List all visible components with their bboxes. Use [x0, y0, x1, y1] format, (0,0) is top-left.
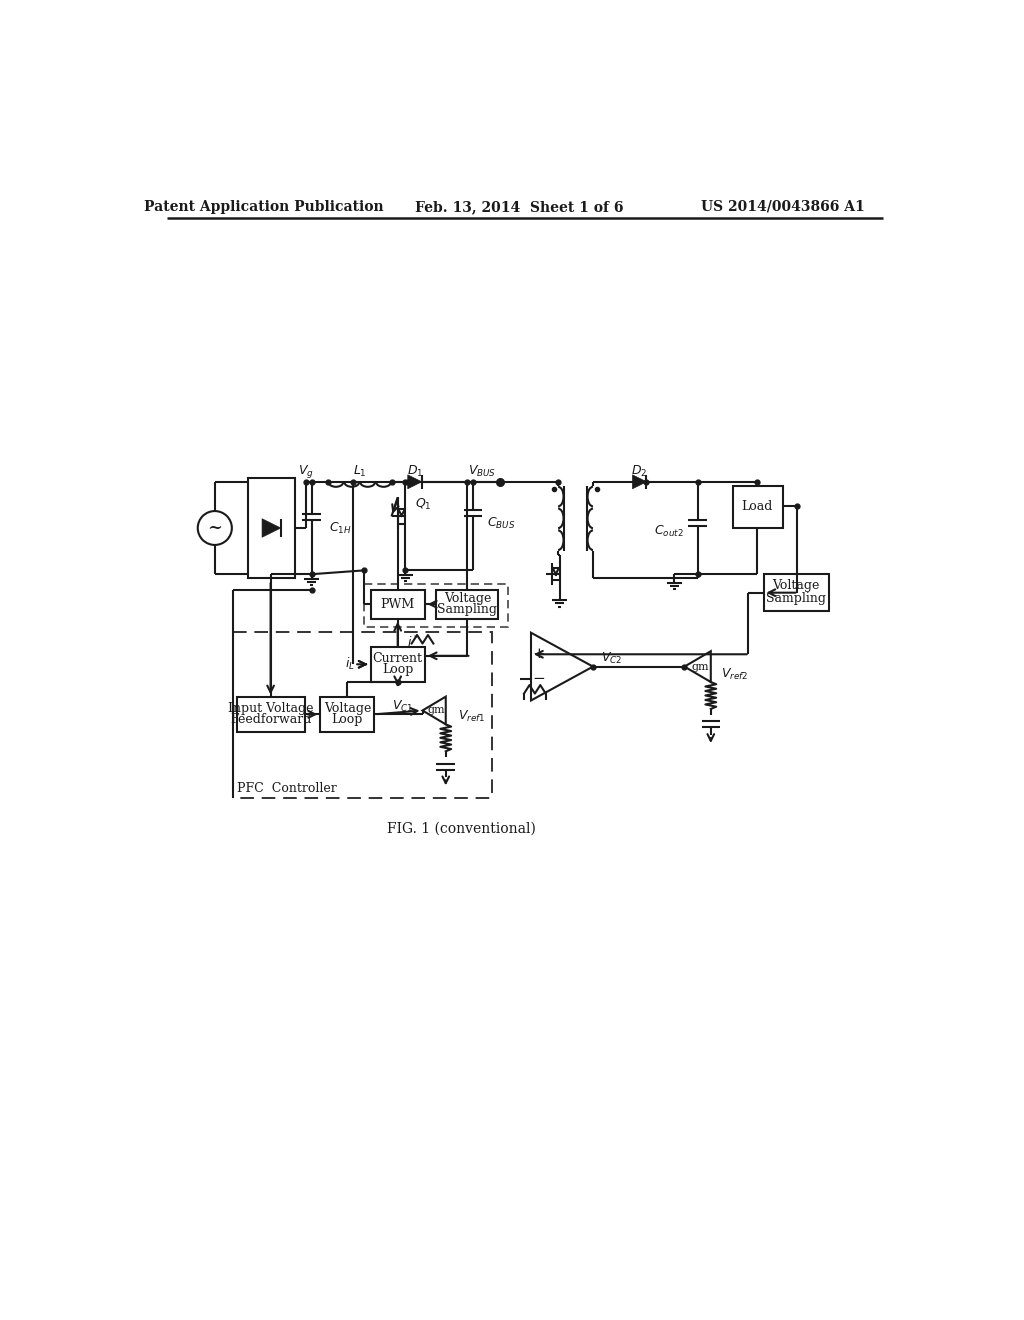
Text: $V_{ref1}$: $V_{ref1}$ — [458, 709, 485, 725]
Text: $V_{BUS}$: $V_{BUS}$ — [468, 463, 496, 479]
Text: Voltage: Voltage — [324, 702, 371, 715]
Text: $D_2$: $D_2$ — [632, 463, 647, 479]
Text: Sampling: Sampling — [437, 603, 498, 616]
Bar — [764, 574, 829, 611]
Text: $V_{C1}$: $V_{C1}$ — [392, 700, 414, 714]
Text: $V_g$: $V_g$ — [298, 463, 314, 480]
Text: Load: Load — [741, 500, 773, 513]
Text: Input Voltage: Input Voltage — [228, 702, 313, 715]
Text: Current: Current — [373, 652, 423, 665]
Text: $V_{ref2}$: $V_{ref2}$ — [721, 667, 749, 682]
Text: +: + — [532, 647, 545, 661]
Text: $C_{BUS}$: $C_{BUS}$ — [486, 516, 515, 531]
Text: $C_{1H}$: $C_{1H}$ — [329, 520, 351, 536]
Text: Patent Application Publication: Patent Application Publication — [143, 199, 383, 214]
Bar — [365, 585, 508, 627]
Text: $i_L$: $i_L$ — [345, 656, 355, 672]
Text: Voltage: Voltage — [443, 593, 492, 606]
Text: Feb. 13, 2014  Sheet 1 of 6: Feb. 13, 2014 Sheet 1 of 6 — [415, 199, 624, 214]
Text: PWM: PWM — [381, 598, 415, 611]
Text: gm: gm — [428, 705, 445, 715]
Text: Voltage: Voltage — [772, 579, 820, 593]
Text: $Q_1$: $Q_1$ — [415, 496, 431, 512]
Bar — [371, 647, 425, 682]
Text: gm: gm — [691, 661, 709, 672]
Bar — [371, 590, 425, 619]
Polygon shape — [262, 519, 281, 537]
Polygon shape — [633, 475, 646, 488]
Text: Feedforward: Feedforward — [230, 713, 311, 726]
Text: −: − — [532, 672, 545, 686]
Bar — [232, 632, 493, 797]
Text: Loop: Loop — [332, 713, 364, 726]
Text: $L_1$: $L_1$ — [353, 463, 367, 479]
Text: FIG. 1 (conventional): FIG. 1 (conventional) — [387, 821, 536, 836]
Text: $D_1$: $D_1$ — [407, 463, 423, 479]
Text: $i^*$: $i^*$ — [407, 634, 420, 651]
Text: Sampling: Sampling — [766, 591, 826, 605]
Bar — [436, 590, 499, 619]
Text: $C_{out2}$: $C_{out2}$ — [654, 524, 684, 540]
Bar — [321, 697, 375, 733]
Bar — [248, 478, 295, 578]
Text: Loop: Loop — [382, 663, 414, 676]
Bar — [732, 486, 783, 528]
Text: PFC  Controller: PFC Controller — [237, 781, 337, 795]
Text: US 2014/0043866 A1: US 2014/0043866 A1 — [701, 199, 864, 214]
Bar — [237, 697, 305, 733]
Text: ~: ~ — [207, 519, 222, 537]
Polygon shape — [408, 475, 422, 488]
Text: $V_{C2}$: $V_{C2}$ — [601, 651, 622, 667]
